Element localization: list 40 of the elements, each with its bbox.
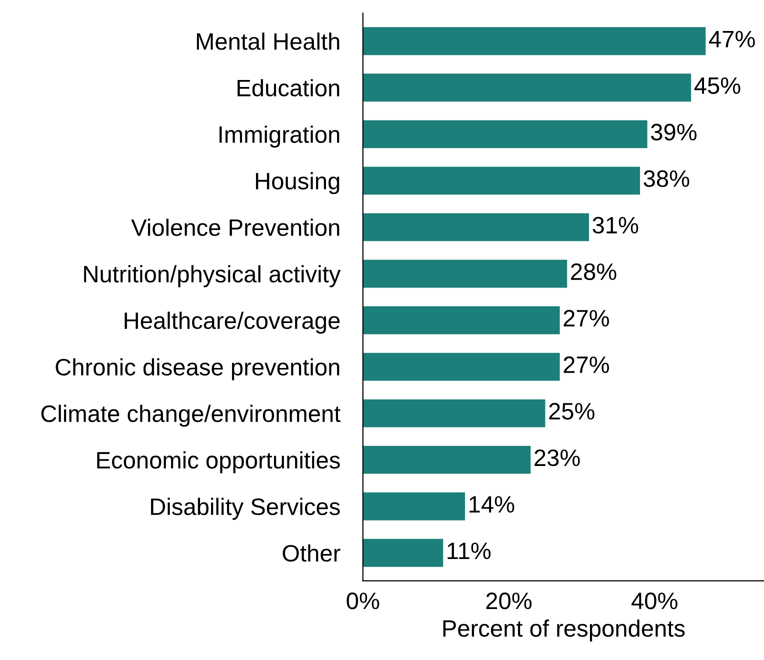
bar (362, 27, 706, 56)
y-tick-label: Nutrition/physical activity (84, 265, 341, 288)
data-label: 47% (708, 30, 755, 48)
data-label: 11% (448, 542, 491, 560)
data-label: 14% (470, 496, 514, 513)
bar (362, 260, 568, 288)
y-tick-label: Immigration (220, 126, 340, 148)
y-tick-label: Disability Services (151, 498, 340, 520)
y-tick-label: Violence Prevention (131, 218, 340, 236)
y-tick-label: Mental Health (196, 32, 340, 50)
bar (362, 213, 589, 242)
bar (362, 446, 531, 474)
data-label: 45% (694, 77, 740, 94)
x-tick-label: 20% (486, 592, 532, 610)
data-label: 38% (644, 170, 690, 188)
y-tick-label: Climate change/environment (41, 404, 341, 427)
y-tick-label: Education (238, 79, 340, 96)
bar (362, 166, 640, 195)
y-tick-label: Healthcare/coverage (124, 312, 340, 334)
x-tick-label: 0% (346, 592, 380, 610)
data-label: 28% (571, 263, 616, 280)
bar (362, 492, 465, 520)
data-label: 23% (534, 449, 580, 466)
bar (362, 352, 560, 381)
data-label: 31% (592, 216, 638, 234)
bar (362, 538, 444, 567)
data-label: 27% (564, 310, 609, 327)
bar (362, 120, 648, 148)
x-tick-label: 40% (632, 592, 678, 610)
bar (362, 306, 560, 334)
data-label: 27% (564, 356, 609, 374)
bar (362, 399, 546, 428)
data-label: 25% (549, 402, 594, 420)
y-tick-label: Housing (256, 172, 340, 194)
bar (362, 74, 692, 102)
x-axis-title: Percent of respondents (443, 619, 685, 642)
y-tick-label: Economic opportunities (97, 451, 340, 474)
y-tick-label: Other (282, 544, 340, 562)
data-label: 39% (650, 124, 697, 140)
y-tick-label: Chronic disease prevention (56, 358, 340, 380)
